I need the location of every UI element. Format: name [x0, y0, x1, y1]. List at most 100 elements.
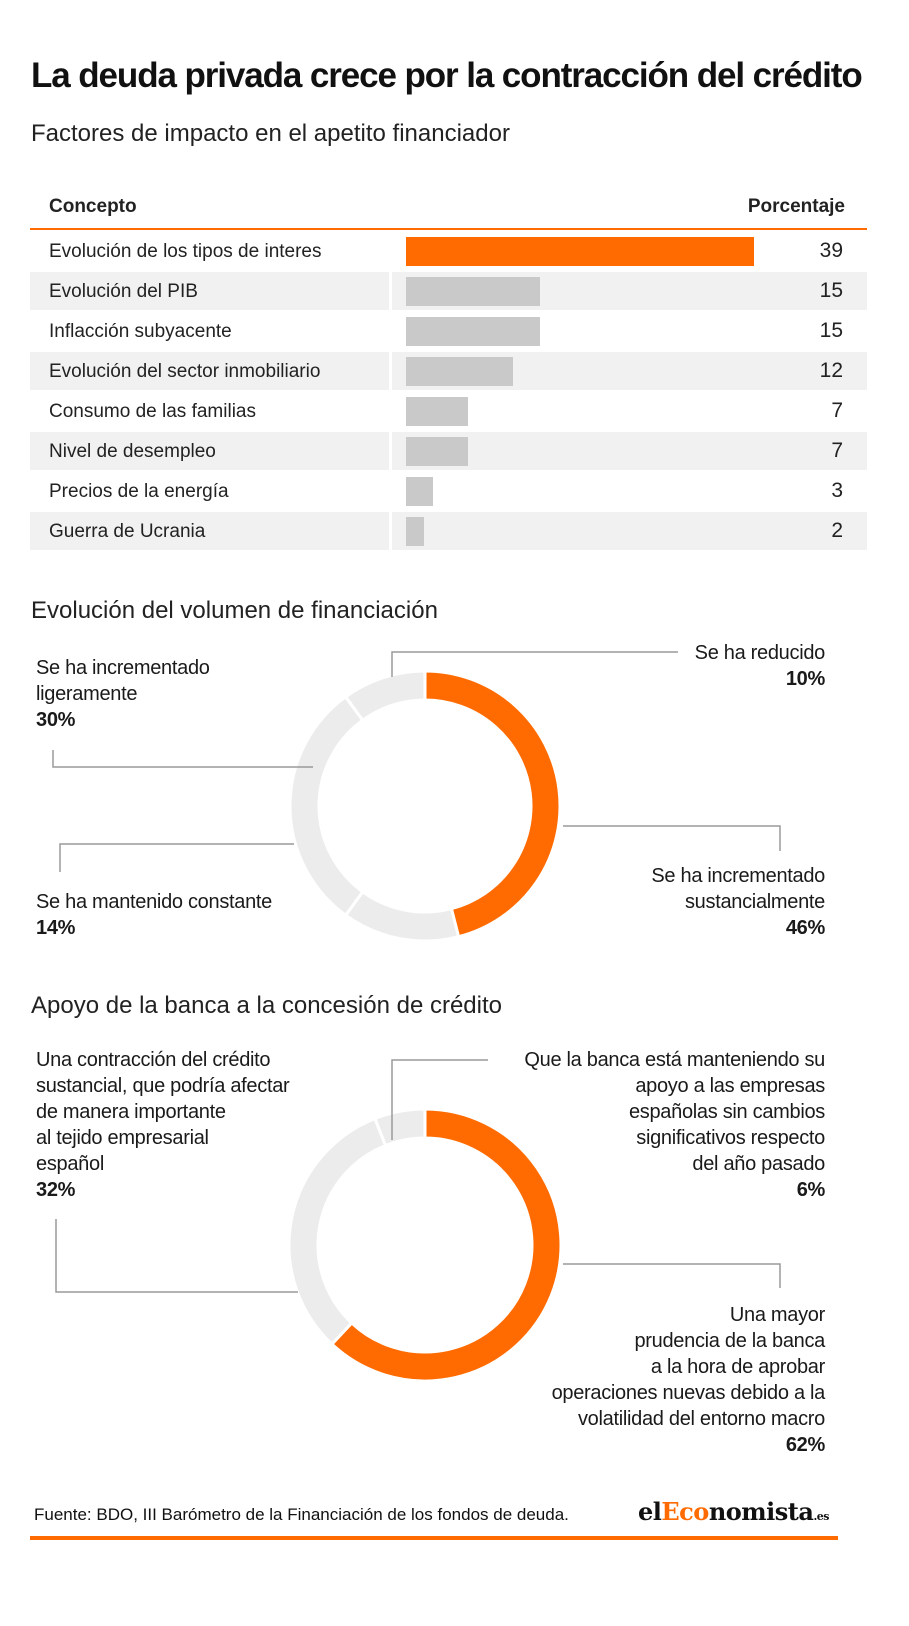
bar — [406, 517, 424, 546]
support-label-prudencia-pct: 62% — [785, 1434, 825, 1456]
support-label-prudencia-line3: a la hora de aprobar — [650, 1356, 825, 1378]
bar-value: 12 — [819, 359, 843, 382]
support-section-title: Apoyo de la banca a la concesión de créd… — [31, 992, 502, 1019]
bar-value: 39 — [819, 239, 843, 262]
row-label: Nivel de desempleo — [49, 441, 216, 462]
support-label-manteniendo-line4: significativos respecto — [636, 1127, 825, 1149]
row-bar-cell: 39 — [392, 232, 867, 270]
leader-line-manteniendo — [391, 1059, 488, 1140]
table-row: Inflacción subyacente 15 — [30, 312, 867, 350]
row-label: Precios de la energía — [49, 481, 229, 502]
slice-constante — [343, 889, 461, 943]
slice-ligeramente — [288, 694, 365, 918]
logo-part-tld: .es — [813, 1510, 829, 1523]
volume-label-constante: Se ha mantenido constante 14% — [36, 889, 336, 941]
volume-label-ligeramente-pct: 30% — [36, 709, 76, 731]
table-row: Precios de la energía 3 — [30, 472, 867, 510]
bar — [406, 357, 513, 386]
support-label-contraccion-pct: 32% — [36, 1179, 76, 1201]
row-bar-cell: 2 — [392, 512, 867, 550]
support-label-manteniendo-line3: españolas sin cambios — [628, 1101, 825, 1123]
row-bar-cell: 3 — [392, 472, 867, 510]
bar — [406, 397, 468, 426]
source-note: Fuente: BDO, III Barómetro de la Financi… — [34, 1505, 569, 1524]
table-row: Evolución del PIB 15 — [30, 272, 867, 310]
logo-part-el: el — [638, 1497, 662, 1526]
table-row: Evolución de los tipos de interes 39 — [30, 232, 867, 270]
bar-value: 15 — [819, 279, 843, 302]
row-bar-cell: 7 — [392, 392, 867, 430]
leader-line-reducido — [391, 651, 678, 677]
row-label-cell: Nivel de desempleo — [30, 432, 389, 470]
bar-value: 3 — [831, 479, 843, 502]
volume-label-sustancialmente-pct: 46% — [785, 917, 825, 939]
support-label-prudencia-line4: operaciones nuevas debido a la — [551, 1382, 826, 1404]
row-label-cell: Evolución del sector inmobiliario — [30, 352, 389, 390]
table-row: Evolución del sector inmobiliario 12 — [30, 352, 867, 390]
support-donut-chart — [55, 1059, 781, 1383]
support-label-contraccion-line1: Una contracción del crédito — [36, 1049, 271, 1071]
table-header: Concepto Porcentaje — [30, 186, 867, 230]
volume-label-sustancialmente: Se ha incrementado sustancialmente 46% — [565, 863, 825, 941]
table-row: Consumo de las familias 7 — [30, 392, 867, 430]
bar-value: 2 — [831, 519, 843, 542]
bar — [406, 437, 468, 466]
row-label-cell: Guerra de Ucrania — [30, 512, 389, 550]
leader-line-ligeramente — [52, 750, 313, 768]
row-label-cell: Evolución de los tipos de interes — [30, 232, 389, 270]
row-label: Evolución del PIB — [49, 281, 198, 302]
factors-section-title: Factores de impacto en el apetito financ… — [31, 120, 510, 147]
volume-label-reducido-pct: 10% — [785, 668, 825, 690]
leader-line-prudencia — [563, 1263, 781, 1288]
support-label-contraccion: Una contracción del crédito sustancial, … — [36, 1047, 356, 1203]
row-bar-cell: 15 — [392, 272, 867, 310]
column-header-porcentaje: Porcentaje — [747, 196, 845, 217]
support-label-prudencia-line2: prudencia de la banca — [634, 1330, 825, 1352]
support-label-contraccion-line2: sustancial, que podría afectar — [36, 1075, 290, 1097]
publisher-logo: elEconomista.es — [638, 1497, 829, 1526]
table-row: Nivel de desempleo 7 — [30, 432, 867, 470]
support-label-manteniendo-line2: apoyo a las empresas — [635, 1075, 825, 1097]
bar-value: 7 — [831, 439, 843, 462]
support-label-manteniendo: Que la banca está manteniendo su apoyo a… — [445, 1047, 825, 1203]
row-label: Evolución de los tipos de interes — [49, 241, 322, 262]
volume-label-sustancialmente-line1: Se ha incrementado — [651, 865, 825, 887]
leader-line-constante — [59, 843, 294, 872]
support-label-prudencia-line5: volatilidad del entorno macro — [577, 1408, 825, 1430]
logo-part-eco: Eco — [661, 1497, 709, 1526]
footer-rule — [30, 1536, 838, 1540]
support-label-contraccion-line3: de manera importante — [36, 1101, 226, 1123]
leader-line-contraccion — [55, 1219, 298, 1293]
support-label-contraccion-line4: al tejido empresarial — [36, 1127, 209, 1149]
support-label-manteniendo-line1: Que la banca está manteniendo su — [524, 1049, 825, 1071]
row-label: Consumo de las familias — [49, 401, 256, 422]
volume-donut-chart — [52, 651, 781, 943]
volume-label-ligeramente: Se ha incrementado ligeramente 30% — [36, 655, 296, 733]
volume-section-title: Evolución del volumen de financiación — [31, 597, 438, 624]
row-bar-cell: 12 — [392, 352, 867, 390]
row-label: Evolución del sector inmobiliario — [49, 361, 321, 382]
row-label-cell: Consumo de las familias — [30, 392, 389, 430]
bar — [406, 237, 754, 266]
slice-reducido — [343, 669, 427, 723]
page-title: La deuda privada crece por la contracció… — [31, 56, 863, 95]
slice-sustancialmente — [423, 669, 562, 939]
slice-prudencia — [329, 1107, 563, 1383]
support-label-prudencia-line1: Una mayor — [729, 1304, 825, 1326]
support-label-manteniendo-line5: del año pasado — [692, 1153, 825, 1175]
factors-bar-table: Concepto Porcentaje Evolución de los tip… — [30, 186, 867, 552]
bar — [406, 277, 540, 306]
column-header-concepto: Concepto — [49, 196, 137, 217]
bar-value: 15 — [819, 319, 843, 342]
support-label-contraccion-line5: español — [36, 1153, 104, 1175]
row-bar-cell: 15 — [392, 312, 867, 350]
bar — [406, 317, 540, 346]
support-label-manteniendo-pct: 6% — [796, 1179, 826, 1201]
volume-label-reducido: Se ha reducido 10% — [565, 640, 826, 692]
logo-part-nomista: nomista — [708, 1497, 814, 1526]
row-label: Inflacción subyacente — [49, 321, 232, 342]
row-label-cell: Inflacción subyacente — [30, 312, 389, 350]
row-bar-cell: 7 — [392, 432, 867, 470]
volume-label-constante-pct: 14% — [36, 917, 76, 939]
support-label-prudencia: Una mayor prudencia de la banca a la hor… — [445, 1302, 826, 1458]
